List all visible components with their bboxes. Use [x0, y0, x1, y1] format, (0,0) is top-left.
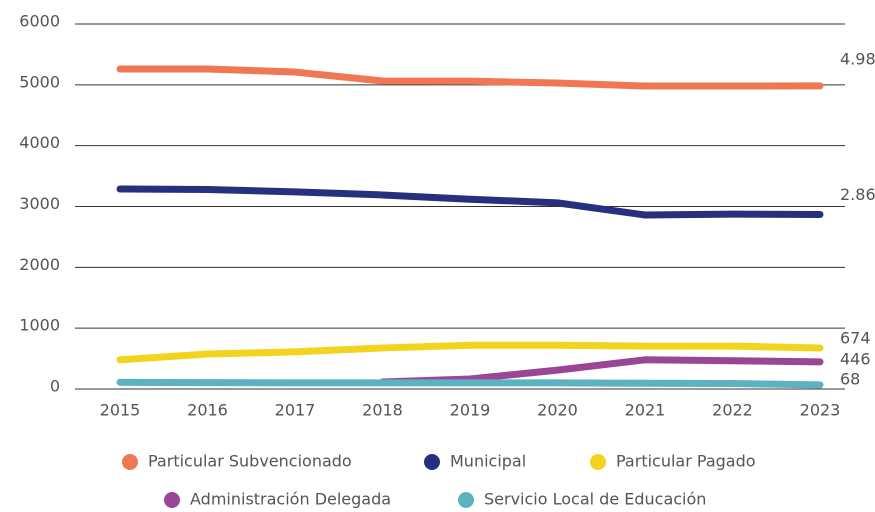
series-line [116, 378, 824, 389]
legend-marker [590, 454, 606, 470]
x-tick-label: 2022 [712, 401, 753, 420]
y-tick-label: 2000 [19, 255, 60, 274]
legend-label: Particular Pagado [616, 452, 756, 471]
series-line [116, 185, 824, 219]
y-tick-label: 5000 [19, 72, 60, 91]
y-tick-label: 0 [50, 377, 60, 396]
legend-label: Particular Subvencionado [148, 452, 352, 471]
series-line [116, 341, 824, 364]
legend-marker [424, 454, 440, 470]
x-tick-label: 2023 [800, 401, 841, 420]
legend-marker [458, 492, 474, 508]
y-tick-label: 3000 [19, 194, 60, 213]
data-label: 674 [840, 328, 871, 347]
legend-marker [164, 492, 180, 508]
y-tick-label: 6000 [19, 12, 60, 31]
data-label: 446 [840, 349, 871, 368]
series-line [379, 356, 824, 386]
x-tick-label: 2018 [362, 401, 403, 420]
data-label: 2.869 [840, 185, 875, 204]
legend-label: Municipal [450, 452, 526, 471]
x-tick-label: 2017 [275, 401, 316, 420]
x-tick-label: 2016 [187, 401, 228, 420]
legend-label: Administración Delegada [190, 490, 391, 509]
data-label: 68 [840, 369, 860, 388]
x-tick-label: 2021 [625, 401, 666, 420]
y-tick-label: 1000 [19, 316, 60, 335]
series-line [116, 65, 824, 90]
x-tick-label: 2020 [537, 401, 578, 420]
x-tick-label: 2015 [100, 401, 141, 420]
legend-label: Servicio Local de Educación [484, 490, 706, 509]
x-tick-label: 2019 [450, 401, 491, 420]
legend-marker [122, 454, 138, 470]
data-label: 4.982 [840, 49, 875, 68]
y-tick-label: 4000 [19, 133, 60, 152]
